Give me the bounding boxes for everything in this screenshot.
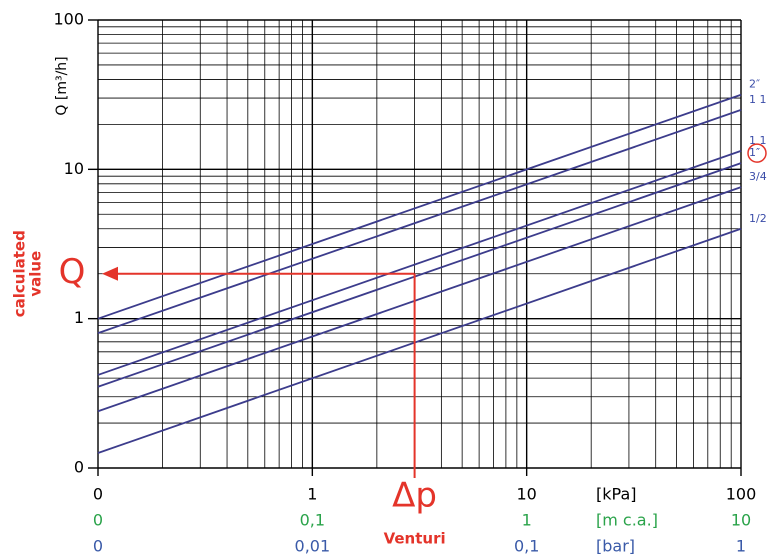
series-label: 1 1 — [749, 134, 767, 147]
highlight-circle — [747, 143, 767, 163]
y-tick-label: 100 — [53, 10, 84, 29]
x-scale-label: 1 — [522, 511, 532, 530]
y-axis-title: Q [m³/h] — [54, 56, 70, 115]
flow-line — [97, 93, 742, 320]
flow-line — [97, 109, 742, 334]
x-tick-label: 100 — [726, 485, 757, 504]
reading-x-note: Venturi — [384, 530, 446, 548]
y-tick-label: 0 — [74, 458, 84, 477]
x-scale-label: 0 — [93, 511, 103, 530]
reading-y-note: value — [27, 251, 45, 297]
y-tick-label: 10 — [64, 159, 84, 178]
x-scale-label: 0 — [93, 537, 103, 556]
x-tick-label: 1 — [307, 485, 317, 504]
flow-line — [97, 162, 742, 388]
flow-line — [97, 227, 742, 454]
x-tick-label: 10 — [516, 485, 536, 504]
x-scale-label: 1 — [736, 537, 746, 556]
series-label: 1 1 — [749, 93, 767, 106]
x-tick-label: 0 — [93, 485, 103, 504]
reading-x-label: Δp — [392, 476, 437, 516]
y-tick-label: 1 — [74, 308, 84, 327]
x-scale-label: 10 — [731, 511, 751, 530]
x-scale-unit: [bar] — [596, 537, 635, 556]
x-scale-label: 0,01 — [295, 537, 331, 556]
x-scale-label: 0,1 — [300, 511, 325, 530]
series-label: 2″ — [749, 78, 760, 91]
reading-y-label: Q — [59, 252, 86, 292]
series-label: 1/2 — [749, 212, 767, 225]
series-label: 3/4 — [749, 170, 767, 183]
x-unit: [kPa] — [596, 485, 636, 504]
x-scale-unit: [m c.a.] — [596, 511, 658, 530]
x-scale-label: 0,1 — [514, 537, 539, 556]
reading-y-note: calculated — [11, 230, 29, 317]
arrow-head — [102, 266, 118, 281]
flow-line — [97, 149, 742, 376]
series-label: 1″ — [749, 146, 760, 159]
flow-line — [97, 186, 742, 413]
